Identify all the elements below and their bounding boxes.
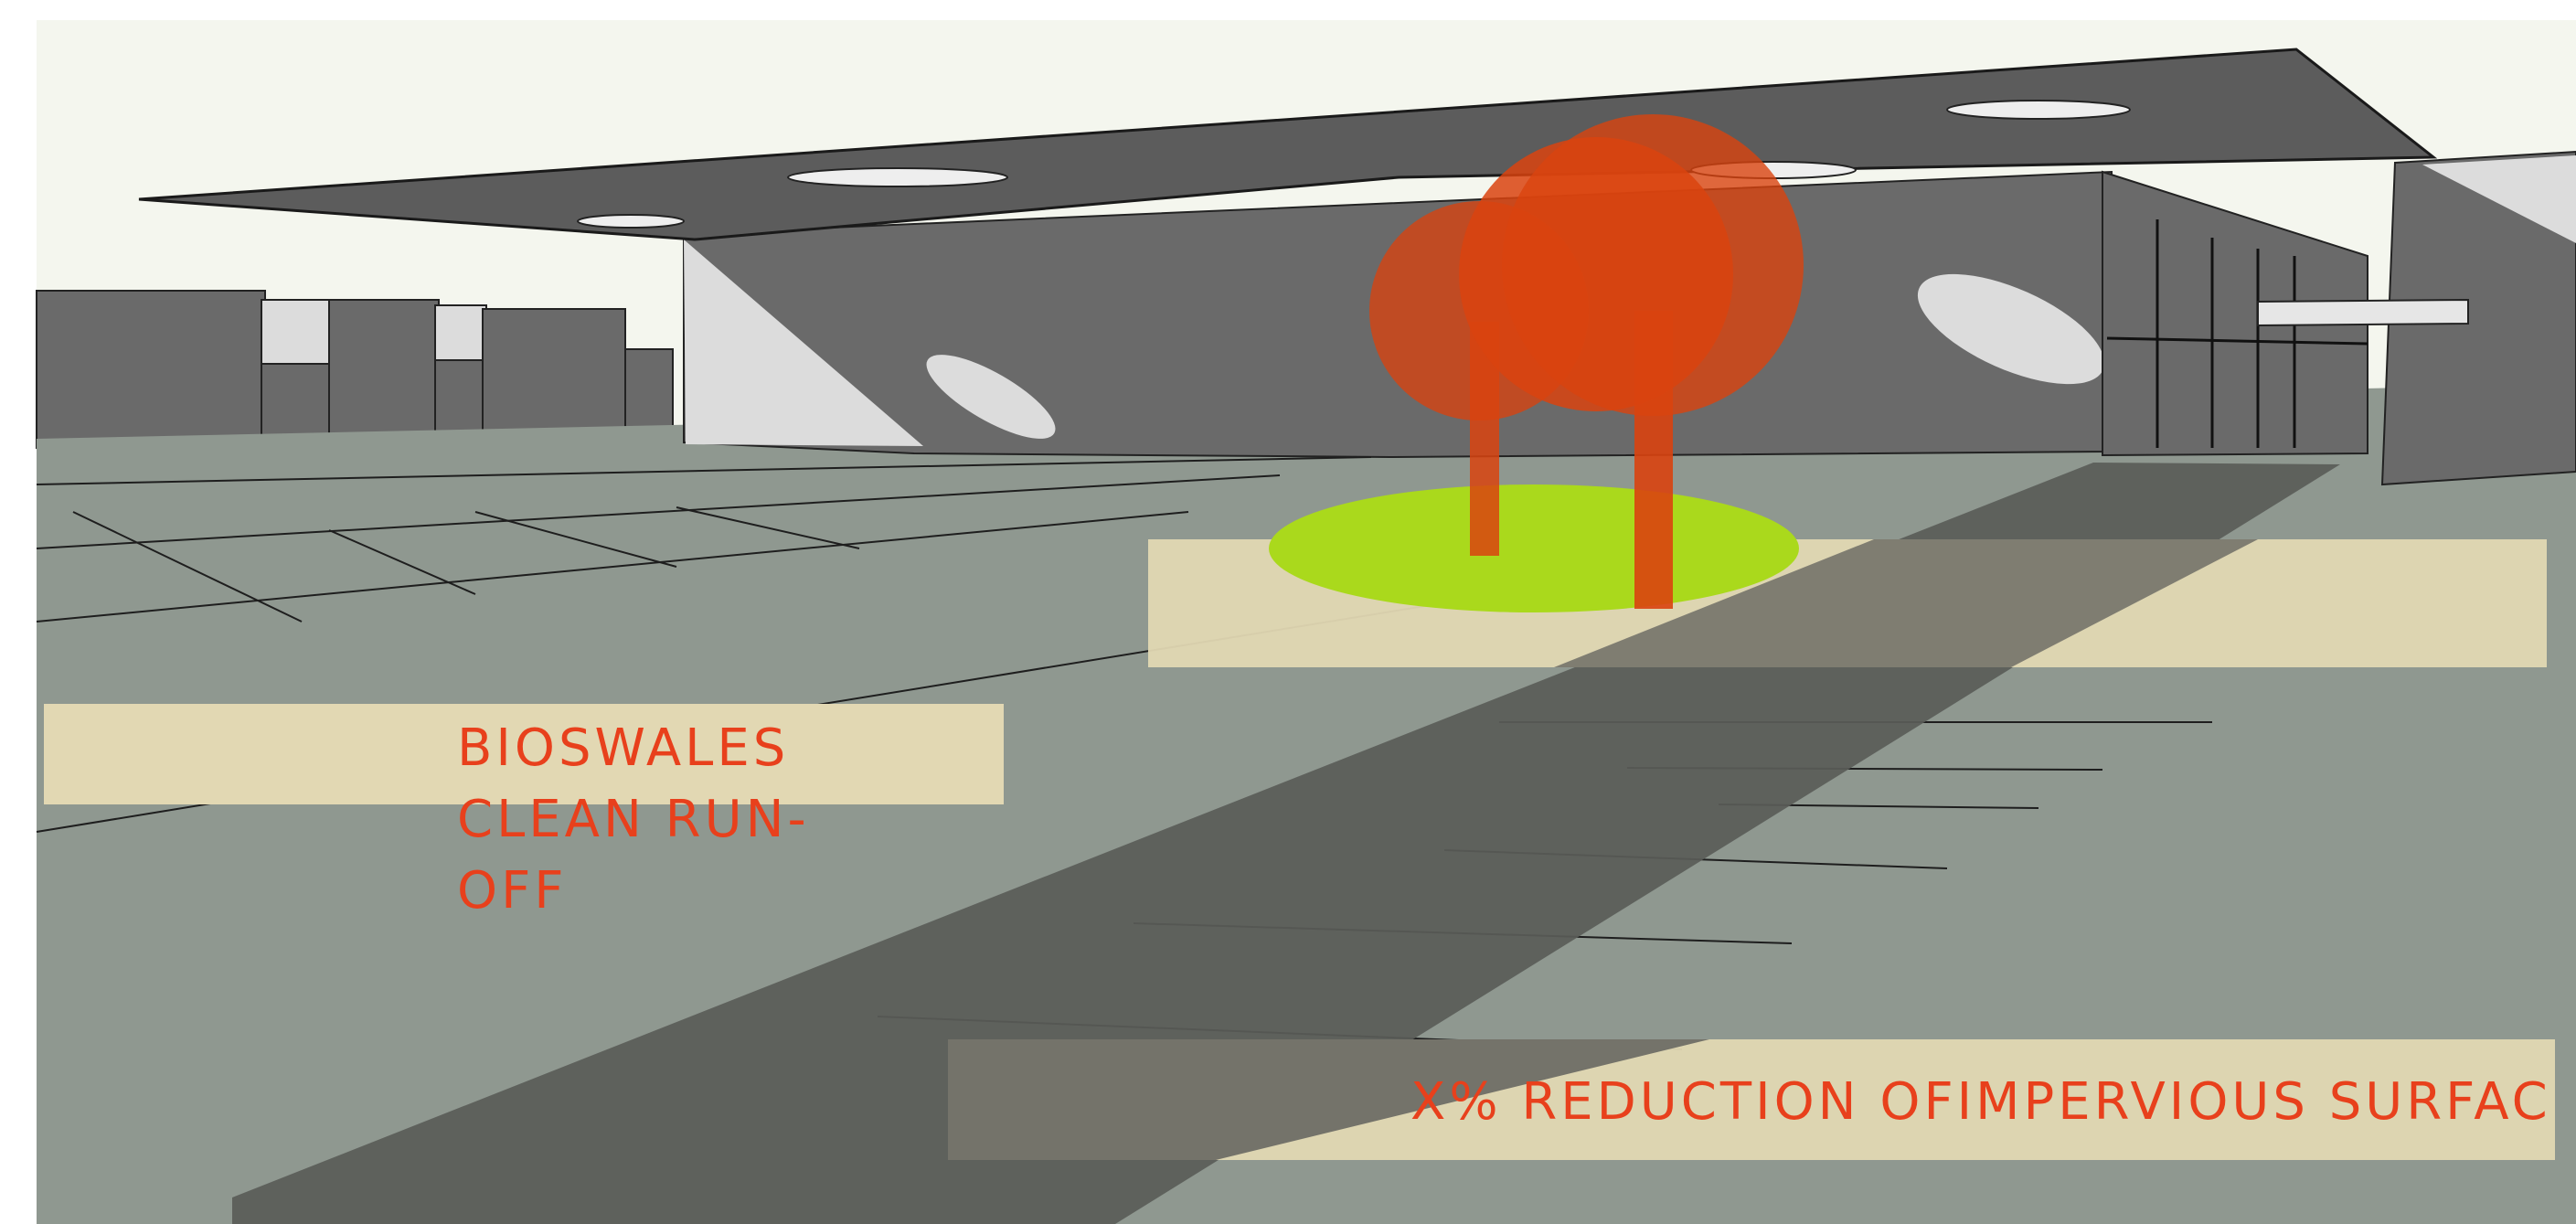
impervious-surface-label: X% REDUCTION OFIMPERVIOUS SURFAC: [1410, 1072, 2551, 1132]
band-left: [44, 704, 1004, 804]
distant-buildings: [36, 290, 674, 449]
trees: [1369, 114, 1804, 609]
far-right-building: [2380, 150, 2576, 486]
skylight: [1946, 100, 2131, 120]
skylight: [577, 214, 685, 229]
right-wing: [2102, 170, 2368, 457]
right-wing-columns: [2106, 219, 2368, 448]
building-light-face: [684, 239, 923, 446]
band-lower-shadow-overlap: [948, 1039, 1709, 1160]
bioswales-label: BIOSWALES CLEAN RUN- OFF: [457, 713, 841, 927]
skylight: [787, 167, 1008, 187]
tree-crown: [1502, 114, 1804, 416]
grass-bioswale: [1269, 484, 1799, 612]
band-upper-shadow-overlap: [1554, 539, 2258, 667]
impervious-label-band: X% REDUCTION OFIMPERVIOUS SURFAC: [948, 1039, 2555, 1160]
bioswales-line-1: BIOSWALES: [457, 718, 790, 778]
balcony: [2257, 298, 2469, 327]
canopy-roof: [138, 48, 2438, 241]
light-patch: [926, 355, 1056, 439]
light-patch: [1917, 273, 2105, 385]
bioswales-line-3: OFF: [457, 861, 568, 921]
bioswales-line-2: CLEAN RUN-: [457, 790, 810, 849]
far-right-light: [2422, 155, 2576, 243]
